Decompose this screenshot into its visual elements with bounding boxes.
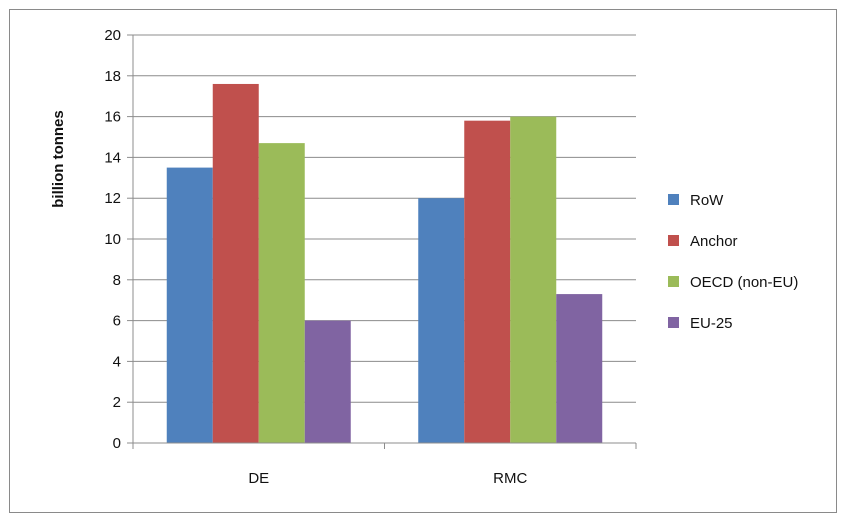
legend-label: Anchor <box>690 233 738 250</box>
y-tick-label: 14 <box>104 149 121 166</box>
y-tick-label: 0 <box>113 435 121 452</box>
y-tick-label: 20 <box>104 27 121 44</box>
bar-anchor-de <box>212 83 259 444</box>
legend-label: EU-25 <box>690 315 733 332</box>
y-tick-label: 4 <box>113 353 121 370</box>
y-tick-label: 16 <box>104 109 121 126</box>
bar-anchor-rmc <box>464 120 511 444</box>
bar-oecd-non-eu-rmc <box>510 116 557 443</box>
y-tick-label: 18 <box>104 68 121 85</box>
legend: RoW Anchor OECD (non-EU) EU-25 <box>668 192 798 332</box>
bar-eu-25-rmc <box>556 294 603 443</box>
y-tick-label: 2 <box>113 394 121 411</box>
bars-group <box>166 83 603 444</box>
y-tick-label: 12 <box>104 190 121 207</box>
legend-label: OECD (non-EU) <box>690 274 798 291</box>
legend-swatch <box>668 194 679 205</box>
bar-row-de <box>166 167 213 443</box>
axes <box>127 34 637 449</box>
legend-swatch <box>668 235 679 246</box>
legend-swatch <box>668 276 679 287</box>
x-category-label: DE <box>248 470 269 487</box>
y-tick-label: 6 <box>113 313 121 330</box>
bar-eu-25-de <box>304 320 351 443</box>
y-axis-label: billion tonnes <box>50 110 67 208</box>
x-category-label: RMC <box>493 470 527 487</box>
y-tick-label: 8 <box>113 272 121 289</box>
x-category-labels: DE RMC <box>248 470 527 487</box>
bar-oecd-non-eu-de <box>258 143 305 443</box>
y-tick-labels: 0 2 4 6 8 10 12 14 16 18 20 <box>104 27 121 452</box>
legend-swatch <box>668 317 679 328</box>
legend-label: RoW <box>690 192 724 209</box>
y-tick-label: 10 <box>104 231 121 248</box>
bar-row-rmc <box>418 198 465 443</box>
